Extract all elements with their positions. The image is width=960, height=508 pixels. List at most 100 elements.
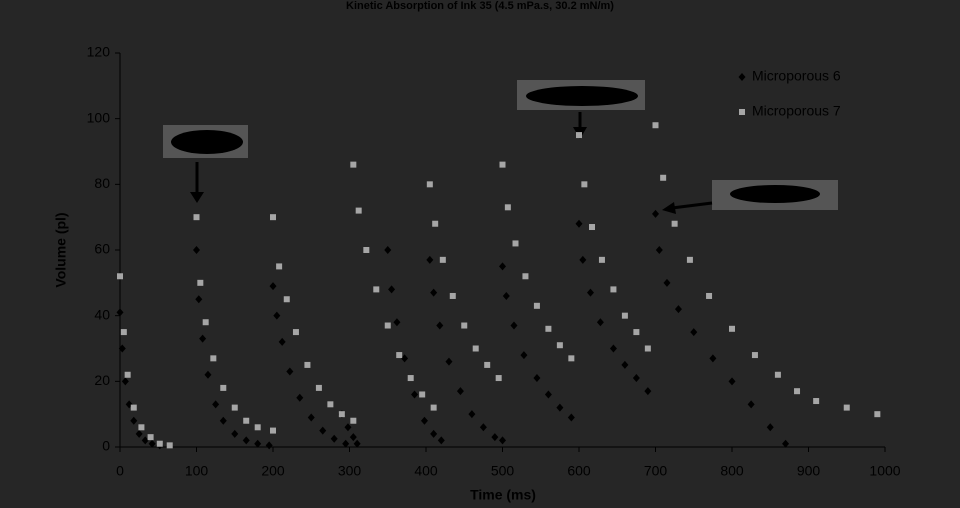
point	[202, 319, 209, 326]
point	[265, 441, 273, 450]
point	[269, 282, 277, 291]
x-tick-label: 0	[116, 463, 124, 479]
point	[276, 263, 283, 270]
point	[484, 361, 491, 368]
point	[243, 417, 250, 424]
point	[342, 439, 350, 448]
point	[319, 426, 327, 435]
point	[220, 384, 227, 391]
point	[204, 370, 212, 379]
point	[135, 429, 143, 438]
point	[449, 292, 456, 299]
x-tick-label: 400	[414, 463, 438, 479]
point	[579, 255, 587, 264]
point	[663, 278, 671, 287]
point	[556, 342, 563, 349]
point	[199, 334, 207, 343]
point	[327, 401, 334, 408]
point	[156, 440, 163, 447]
arrow-head	[190, 192, 204, 203]
point	[652, 122, 659, 129]
point	[621, 360, 629, 369]
point	[586, 288, 594, 297]
point	[430, 404, 437, 411]
point	[430, 288, 438, 297]
y-axis-label: Volume (pl)	[53, 212, 69, 287]
x-axis-label: Time (ms)	[470, 487, 536, 503]
point	[292, 329, 299, 336]
point	[278, 337, 286, 346]
point	[751, 352, 758, 359]
point	[130, 404, 137, 411]
point	[254, 424, 261, 431]
point	[533, 302, 540, 309]
point	[286, 367, 294, 376]
point	[118, 344, 126, 353]
point	[499, 161, 506, 168]
point	[304, 361, 311, 368]
x-tick-label: 500	[491, 463, 515, 479]
point	[231, 429, 239, 438]
x-tick-label: 1000	[869, 463, 900, 479]
point	[747, 400, 755, 409]
point	[436, 321, 444, 330]
point	[794, 388, 801, 395]
point	[556, 403, 564, 412]
point	[373, 286, 380, 293]
point	[843, 404, 850, 411]
point	[479, 423, 487, 432]
point	[393, 318, 401, 327]
point	[581, 181, 588, 188]
drop-icon	[730, 185, 820, 203]
x-tick-label: 600	[567, 463, 591, 479]
point	[401, 354, 409, 363]
point	[774, 371, 781, 378]
y-tick-label: 120	[87, 44, 111, 60]
annotations	[163, 80, 838, 214]
point	[116, 308, 124, 317]
point	[633, 329, 640, 336]
point	[671, 220, 678, 227]
point	[674, 305, 682, 314]
point	[193, 214, 200, 221]
point	[567, 413, 575, 422]
point	[338, 411, 345, 418]
point	[729, 325, 735, 332]
point	[468, 410, 476, 419]
point	[411, 390, 419, 399]
point	[520, 351, 528, 360]
point	[270, 427, 276, 434]
x-tick-label: 700	[644, 463, 668, 479]
legend-marker	[738, 73, 746, 81]
point	[363, 247, 370, 253]
point	[690, 328, 698, 337]
point	[766, 423, 774, 432]
chart-title: Kinetic Absorption of Ink 35 (4.5 mPa.s,…	[346, 0, 614, 12]
point	[420, 416, 428, 425]
point	[124, 371, 131, 378]
point	[491, 433, 499, 442]
point	[456, 387, 464, 396]
legend-label: Microporous 6	[752, 68, 841, 84]
point	[212, 400, 220, 409]
point	[419, 391, 426, 398]
point	[782, 439, 790, 448]
point	[598, 256, 605, 263]
point	[874, 411, 881, 418]
x-tick-label: 300	[338, 463, 362, 479]
point	[575, 219, 583, 228]
point	[445, 357, 453, 366]
point	[706, 292, 713, 299]
point	[296, 393, 304, 402]
point	[355, 207, 362, 214]
point	[350, 417, 357, 424]
drop-icon	[171, 130, 243, 154]
drop-icon	[526, 86, 638, 106]
point	[197, 279, 204, 286]
point	[193, 246, 200, 254]
point	[644, 345, 651, 352]
point	[596, 318, 604, 327]
x-tick-label: 100	[185, 463, 209, 479]
point	[589, 224, 596, 231]
